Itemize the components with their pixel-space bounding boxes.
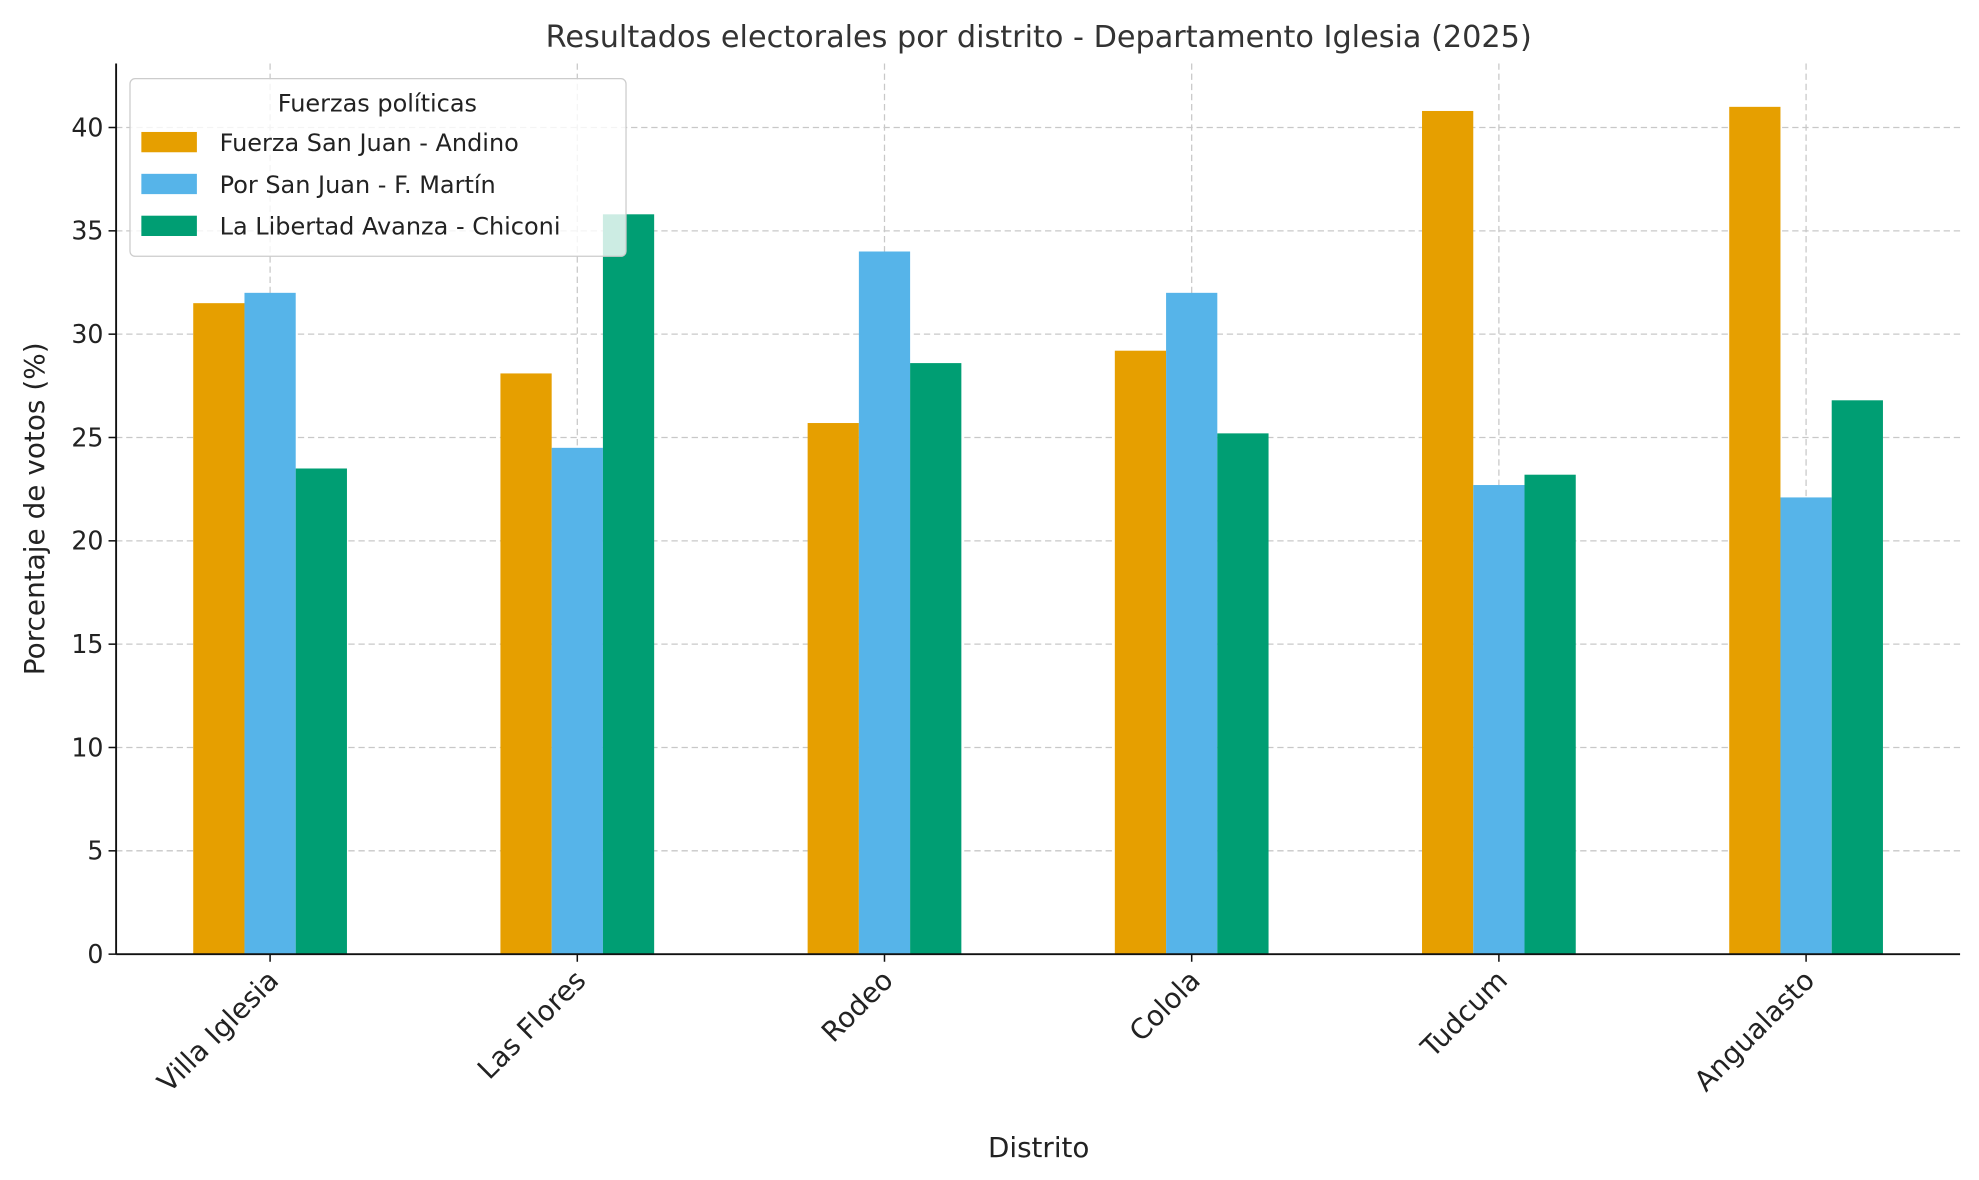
bar [1422,110,1474,955]
y-axis-label: Porcentaje de votos (%) [18,342,51,675]
bar [1729,106,1781,955]
x-tick-label: Las Flores [471,964,592,1086]
x-axis-label: Distrito [988,1131,1089,1164]
legend-label: Por San Juan - F. Martín [220,171,496,199]
bar [244,292,296,955]
y-tick-label: 35 [71,217,103,246]
legend-swatch [141,173,197,195]
legend-swatch [141,215,197,236]
y-tick-label: 25 [71,423,103,452]
legend-swatch [141,131,197,153]
y-tick-label: 10 [71,733,103,762]
legend-title: Fuerzas políticas [278,90,477,118]
bar [551,447,603,955]
bar [1524,474,1576,955]
x-tick-label: Angualasto [1688,964,1821,1098]
bar [602,214,655,955]
legend: Fuerzas políticas Fuerza San Juan - Andi… [129,78,627,257]
bar [500,373,552,955]
x-tick-label: Villa Iglesia [151,964,285,1099]
bar [1780,497,1832,955]
bar [807,423,859,955]
y-tick-label: 5 [87,837,103,866]
bar [1217,433,1269,955]
y-tick-label: 30 [71,320,103,349]
y-tick-label: 40 [71,113,103,142]
bar [858,251,911,955]
y-tick-label: 0 [87,940,103,969]
chart-title: Resultados electorales por distrito - De… [546,20,1532,55]
bar [910,363,962,955]
legend-label: La Libertad Avanza - Chiconi [220,213,561,241]
x-tick-label: Tudcum [1414,964,1514,1065]
x-tick-label: Colola [1123,964,1207,1048]
bar [1473,485,1525,955]
bar [1831,400,1883,955]
y-tick-label: 20 [71,527,103,556]
bar [295,468,347,955]
bar [193,303,245,955]
legend-label: Fuerza San Juan - Andino [220,129,519,157]
x-tick-label: Rodeo [815,964,900,1049]
bar [1114,350,1167,955]
bar [1166,292,1218,955]
y-tick-label: 15 [71,630,103,659]
